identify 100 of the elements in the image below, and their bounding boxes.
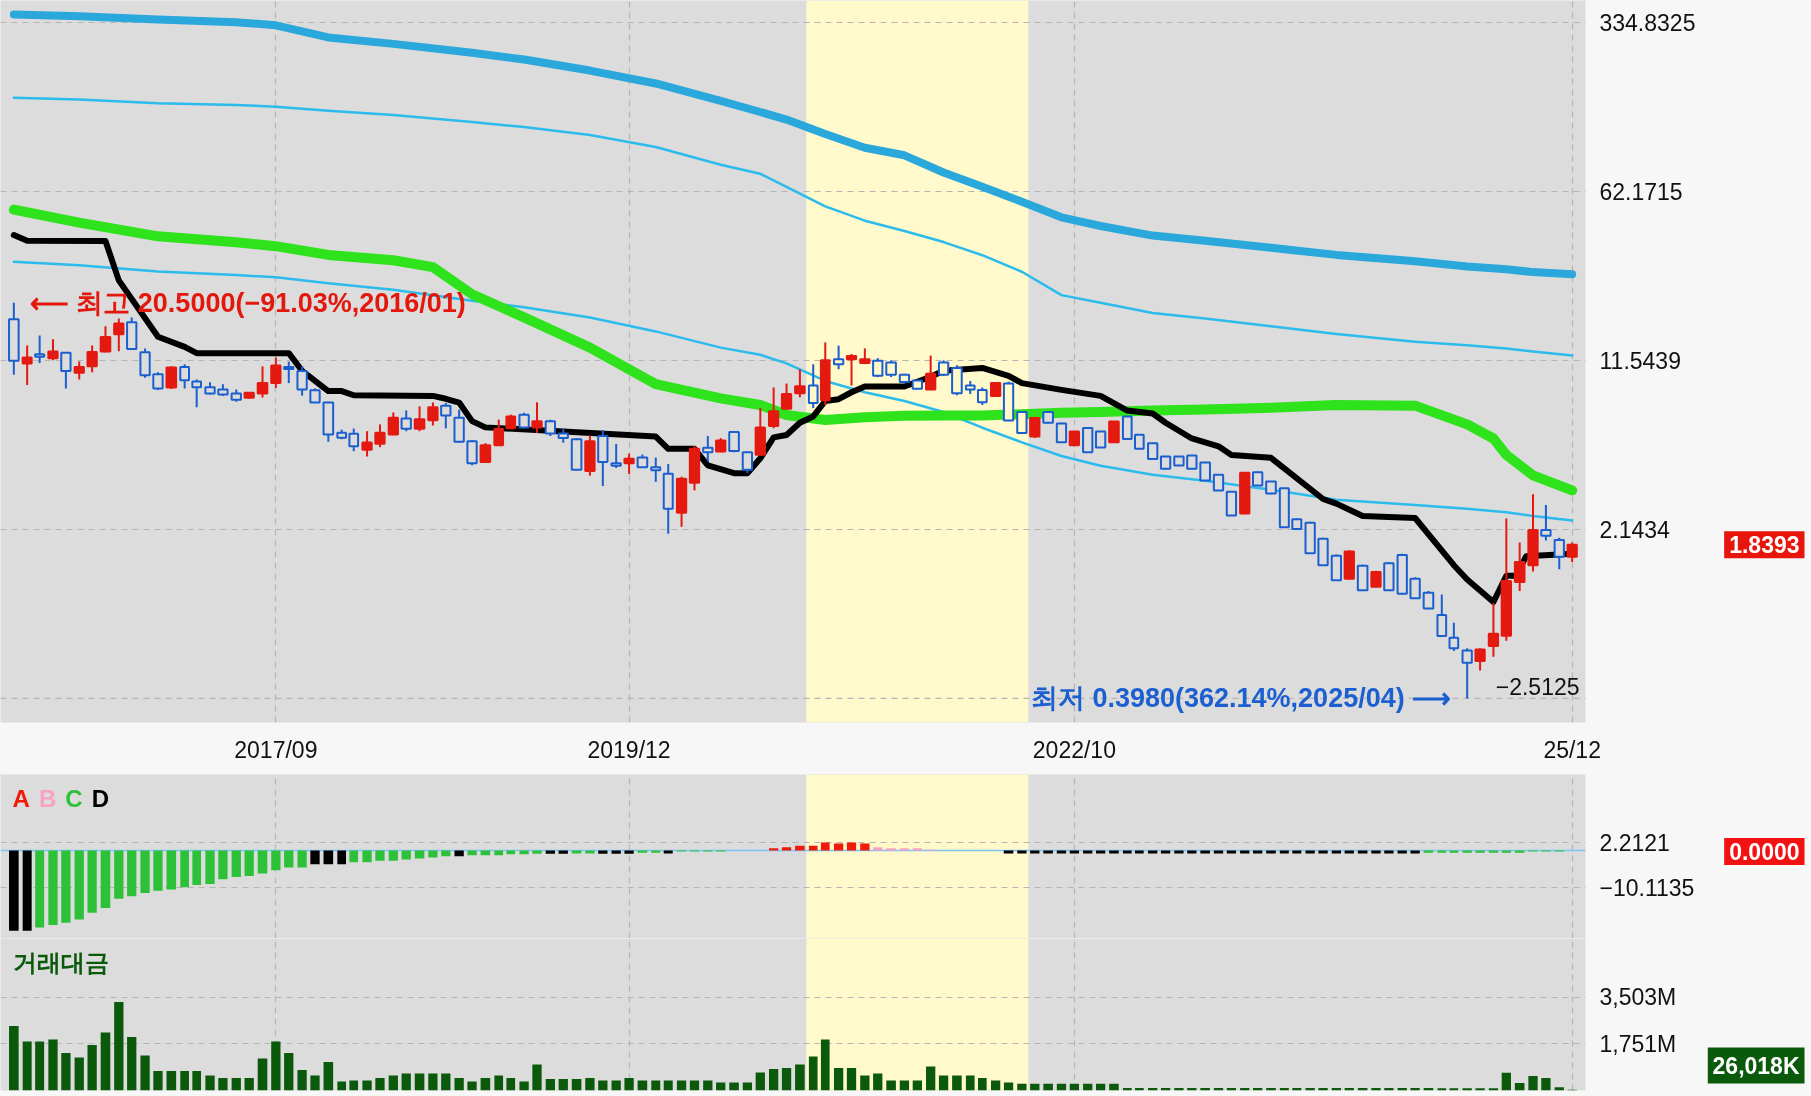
bar [284, 850, 294, 868]
candlestick [113, 317, 125, 353]
bar [22, 850, 32, 931]
bar [100, 850, 111, 908]
bar [22, 1041, 32, 1091]
candlestick [741, 450, 754, 474]
bar [952, 1075, 962, 1091]
y-tick-label: 11.5439 [1599, 347, 1681, 374]
bar [1017, 1083, 1027, 1091]
bar [349, 1080, 359, 1091]
ref-line-label: −2.5125 [1495, 674, 1580, 701]
bar [362, 850, 372, 863]
bar [808, 1056, 818, 1091]
bar [846, 1067, 857, 1091]
bar [414, 850, 425, 859]
bar [1501, 850, 1511, 853]
bar [651, 1080, 661, 1091]
candlestick [1461, 647, 1473, 700]
bar [833, 1067, 844, 1091]
bar [1475, 1088, 1485, 1091]
bar [781, 847, 792, 851]
bar [401, 1073, 411, 1091]
bar [1174, 1088, 1184, 1091]
bar [100, 1032, 111, 1091]
bar [833, 843, 844, 851]
bar [1462, 1088, 1472, 1091]
candlestick [493, 418, 505, 447]
candlestick [1436, 593, 1448, 638]
series-label: C [65, 784, 83, 812]
bar [310, 1075, 320, 1091]
candlestick [191, 378, 203, 409]
text: D [91, 784, 110, 812]
bar [337, 1081, 347, 1091]
y-tick-label: 62.1715 [1599, 178, 1683, 205]
bar [87, 850, 97, 913]
bar [598, 850, 608, 854]
candlestick [845, 352, 858, 387]
bar [231, 1078, 241, 1091]
x-tick-label: 2022/10 [1032, 736, 1116, 763]
candlestick [179, 363, 190, 390]
bar [310, 850, 320, 865]
bar [257, 1058, 268, 1091]
candlestick [413, 405, 426, 433]
bar [323, 1062, 334, 1091]
bar [140, 1055, 150, 1091]
candlestick [256, 365, 269, 399]
bar [192, 850, 202, 886]
bar [61, 850, 71, 923]
candlestick [702, 435, 714, 463]
bar [938, 1075, 949, 1091]
bar [663, 1080, 673, 1091]
bar [886, 848, 896, 851]
bar [1318, 1088, 1328, 1091]
candlestick [1487, 601, 1500, 658]
bar [114, 850, 124, 899]
bar [926, 1066, 936, 1091]
candlestick [283, 360, 295, 385]
bar [74, 850, 84, 920]
bar [755, 1072, 765, 1091]
bar [257, 850, 268, 874]
bar [244, 850, 254, 876]
x-tick-label: 25/12 [1543, 736, 1601, 763]
bar [114, 1002, 124, 1091]
bar [1043, 1083, 1053, 1091]
bar [532, 850, 542, 854]
bar [428, 1073, 438, 1091]
bar [428, 850, 438, 858]
bar [375, 1078, 385, 1091]
bar [35, 850, 45, 928]
candlestick [610, 442, 622, 469]
text: A [12, 784, 30, 812]
bar [153, 1071, 163, 1091]
bar [153, 850, 163, 891]
bar [545, 850, 555, 854]
candlestick [794, 368, 806, 399]
bar [506, 1078, 516, 1091]
bar [205, 1075, 215, 1091]
text: 26,018K [1712, 1052, 1800, 1079]
candlestick [60, 351, 72, 390]
bar [977, 1078, 987, 1091]
bar [205, 850, 215, 884]
bar [912, 1080, 922, 1091]
bar [899, 1080, 910, 1091]
bar [231, 850, 241, 878]
bar [558, 850, 568, 854]
candlestick [21, 344, 33, 387]
bar [467, 1081, 477, 1091]
candlestick [270, 356, 282, 389]
bar [991, 1080, 1001, 1091]
annotation: 최저 0.3980(362.14%,2025/04) ⟶ [1030, 683, 1452, 714]
bar [61, 1053, 71, 1091]
bar [218, 1078, 228, 1091]
candlestick [1225, 490, 1238, 517]
bar [218, 850, 228, 880]
bar [676, 1080, 687, 1091]
bar [166, 850, 177, 890]
candlestick [400, 409, 412, 433]
bar [820, 1039, 830, 1091]
candlestick [99, 325, 112, 354]
y-tick-label: −10.1135 [1599, 874, 1695, 901]
